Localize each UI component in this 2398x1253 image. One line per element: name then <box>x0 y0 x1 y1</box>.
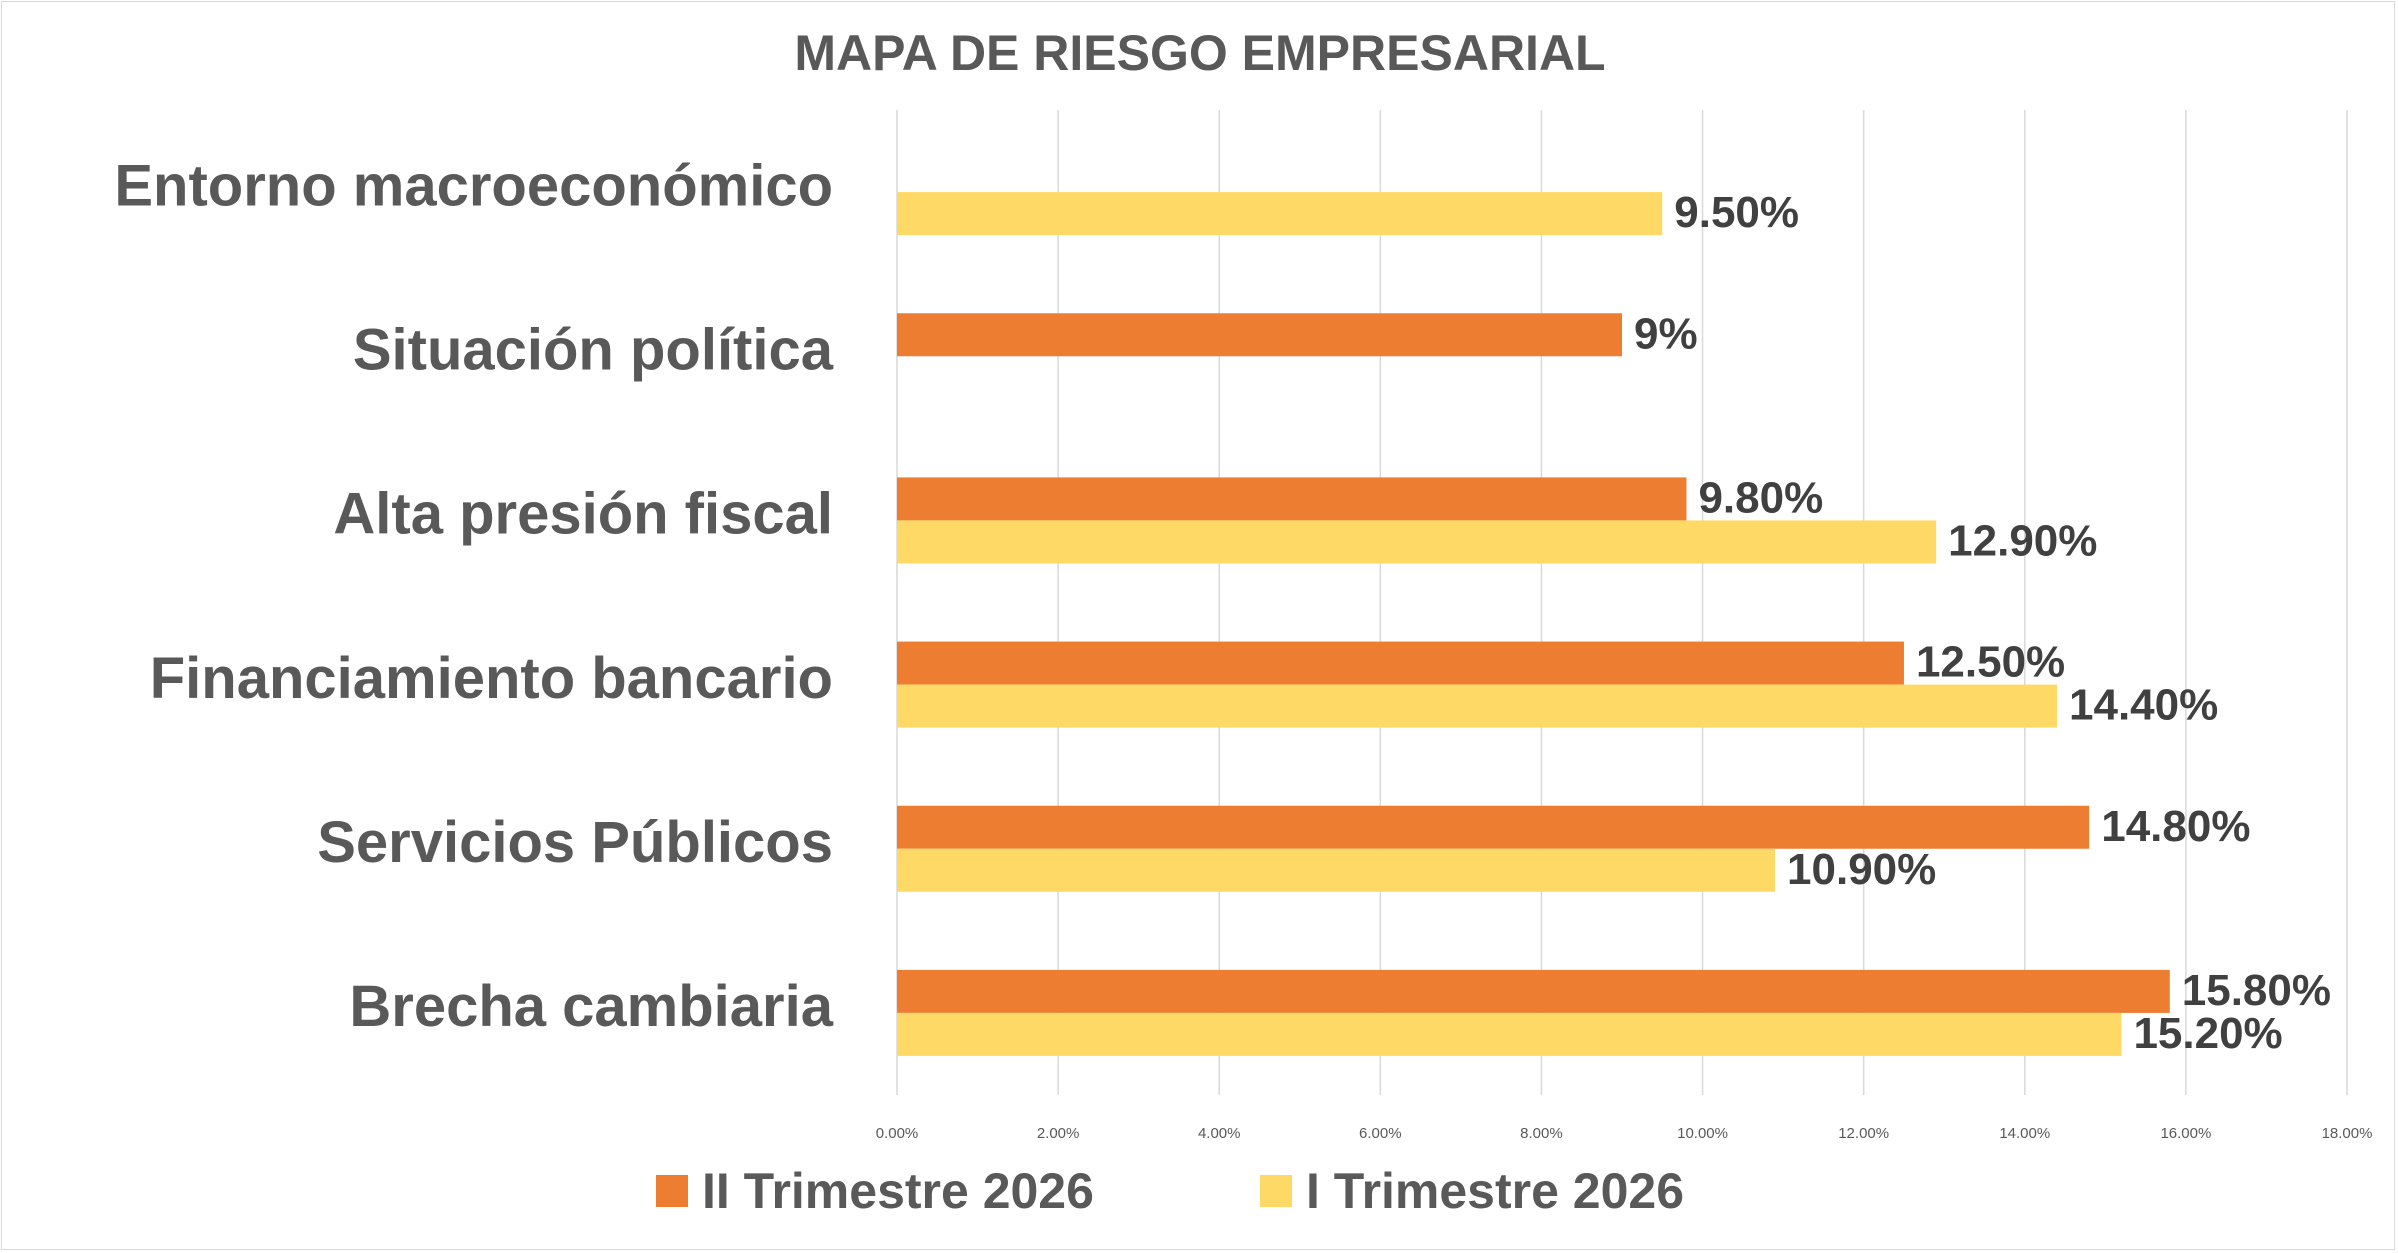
legend-label: I Trimestre 2026 <box>1306 1163 1685 1219</box>
data-label: 12.50% <box>1916 638 2065 687</box>
x-tick-label: 10.00% <box>1677 1125 1728 1142</box>
data-label: 15.20% <box>2133 1009 2282 1058</box>
category-label: Servicios Públicos <box>317 810 833 875</box>
bar-ii-trimestre <box>897 805 2090 849</box>
bar-i-trimestre <box>897 848 1776 892</box>
category-labels: Entorno macroeconómico Situación política… <box>114 153 833 1039</box>
x-tick-label: 4.00% <box>1198 1125 1241 1142</box>
bar-ii-trimestre <box>897 969 2170 1013</box>
data-label: 9.80% <box>1698 474 1823 523</box>
category-label: Financiamiento bancario <box>150 646 833 711</box>
category-label: Brecha cambiaria <box>349 974 833 1039</box>
category-label: Entorno macroeconómico <box>114 153 833 218</box>
bar-i-trimestre <box>897 192 1663 236</box>
bars <box>897 192 2170 1056</box>
x-tick-label: 6.00% <box>1359 1125 1402 1142</box>
gridlines <box>896 110 2348 1095</box>
x-tick-label: 12.00% <box>1838 1125 1889 1142</box>
bar-ii-trimestre <box>897 313 1622 357</box>
x-tick-label: 16.00% <box>2160 1125 2211 1142</box>
category-label: Alta presión fiscal <box>333 482 833 547</box>
data-labels: 9.50% 9% 9.80% 12.90% 12.50%14.40% 14.80% 10.9… <box>1634 188 2331 1058</box>
bar-ii-trimestre <box>897 641 1904 685</box>
x-axis-ticks: 0.00% 2.00% 4.00% 6.00% 8.00% 10.00% 12.00% 14.… <box>876 1125 2373 1142</box>
data-label: 9.50% <box>1674 188 1799 237</box>
data-label: 14.80% <box>2101 802 2250 851</box>
legend-label: II Trimestre 2026 <box>702 1163 1094 1219</box>
category-label: Situación política <box>353 318 834 383</box>
legend-swatch <box>656 1175 688 1207</box>
data-label: 14.40% <box>2069 681 2218 730</box>
data-label: 10.90% <box>1787 845 1936 894</box>
bar-i-trimestre <box>897 520 1937 564</box>
data-label: 15.80% <box>2182 966 2331 1015</box>
legend-item-series-2: I Trimestre 2026 <box>1260 1162 1684 1220</box>
x-tick-label: 14.00% <box>1999 1125 2050 1142</box>
bar-i-trimestre <box>897 684 2057 728</box>
chart-title: MAPA DE RIESGO EMPRESARIAL <box>794 25 1605 81</box>
legend-swatch <box>1260 1175 1292 1207</box>
data-label: 9% <box>1634 309 1698 358</box>
data-label: 12.90% <box>1948 517 2097 566</box>
bar-i-trimestre <box>897 1012 2122 1056</box>
legend-item-series-1: II Trimestre 2026 <box>656 1162 1094 1220</box>
x-tick-label: 0.00% <box>876 1125 919 1142</box>
x-tick-label: 18.00% <box>2322 1125 2373 1142</box>
x-tick-label: 8.00% <box>1520 1125 1563 1142</box>
x-tick-label: 2.00% <box>1037 1125 1080 1142</box>
bar-ii-trimestre <box>897 477 1687 521</box>
